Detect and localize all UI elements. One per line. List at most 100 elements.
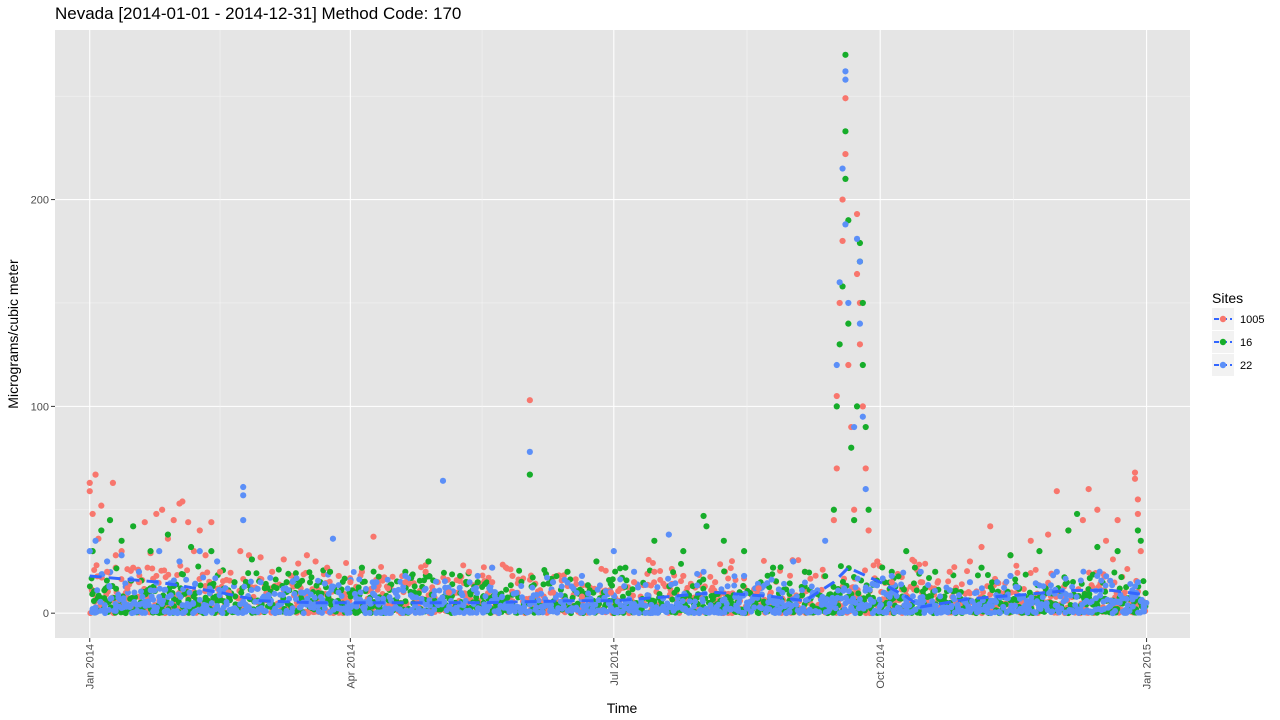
data-point-1005: [208, 519, 215, 526]
data-point-1005: [347, 579, 354, 586]
data-point-1005: [489, 579, 496, 586]
band-point-16: [895, 573, 902, 580]
band-point-16: [113, 565, 120, 572]
band-point-22: [1058, 605, 1065, 612]
band-point-22: [292, 596, 299, 603]
band-point-22: [886, 600, 893, 607]
band-point-22: [145, 598, 152, 605]
data-point-16: [118, 537, 125, 544]
band-point-22: [691, 603, 698, 610]
band-point-22: [418, 595, 425, 602]
band-point-22: [731, 573, 738, 580]
band-point-22: [876, 596, 883, 603]
data-point-22: [822, 537, 829, 544]
band-point-22: [92, 604, 99, 611]
band-point-22: [535, 597, 542, 604]
band-point-22: [138, 588, 145, 595]
data-point-22: [135, 568, 143, 575]
band-point-16: [529, 574, 536, 581]
band-point-22: [374, 595, 381, 602]
band-point-22: [751, 604, 758, 611]
band-point-22: [991, 597, 998, 604]
data-point-16: [526, 471, 533, 478]
data-point-22: [856, 258, 864, 265]
band-point-22: [585, 590, 592, 597]
data-point-22: [1007, 572, 1014, 580]
data-point-1005: [202, 552, 209, 559]
band-point-22: [1023, 597, 1030, 604]
band-point-22: [307, 591, 314, 598]
data-point-1005: [853, 210, 861, 218]
band-point-22: [162, 586, 169, 593]
band-point-22: [1037, 606, 1044, 613]
data-point-16: [932, 568, 939, 575]
band-point-22: [663, 609, 670, 616]
band-point-22: [223, 601, 230, 608]
band-point-1005: [707, 573, 714, 580]
band-point-22: [654, 584, 661, 591]
x-tick-label: Apr 2014: [345, 644, 357, 689]
band-point-22: [635, 610, 642, 617]
data-point-1005: [830, 517, 837, 524]
data-point-16: [842, 175, 849, 182]
band-point-22: [177, 594, 184, 601]
band-point-22: [533, 604, 540, 611]
band-point-22: [1068, 607, 1075, 614]
band-point-22: [356, 576, 363, 583]
band-point-22: [984, 605, 991, 612]
band-point-22: [570, 585, 577, 592]
band-point-22: [524, 608, 531, 615]
band-point-16: [913, 587, 920, 594]
band-point-1005: [204, 569, 211, 576]
data-point-16: [769, 564, 777, 571]
band-point-22: [276, 609, 283, 616]
band-point-22: [400, 587, 407, 594]
band-point-22: [932, 602, 939, 609]
band-point-16: [449, 571, 456, 578]
data-point-22: [1134, 579, 1141, 586]
band-point-22: [521, 604, 528, 611]
data-point-22: [700, 568, 707, 575]
band-point-22: [592, 601, 599, 608]
band-point-16: [590, 589, 597, 596]
data-point-22: [526, 448, 533, 455]
data-point-22: [839, 165, 846, 172]
band-point-22: [362, 585, 369, 592]
band-point-1005: [951, 564, 958, 571]
band-point-22: [994, 578, 1001, 585]
band-point-22: [1057, 593, 1064, 600]
data-point-1005: [112, 552, 119, 559]
data-point-1005: [1131, 475, 1139, 482]
band-point-1005: [862, 567, 869, 574]
plot-panel: [55, 30, 1190, 638]
data-point-22: [214, 558, 221, 565]
band-point-1005: [144, 564, 151, 571]
band-point-22: [397, 578, 404, 585]
data-point-1005: [865, 527, 872, 534]
band-point-16: [1022, 571, 1029, 578]
band-point-22: [139, 593, 146, 600]
band-point-22: [1047, 582, 1054, 589]
band-point-16: [308, 574, 315, 581]
band-point-1005: [1014, 569, 1021, 576]
band-point-16: [855, 590, 862, 597]
band-point-1005: [727, 565, 734, 572]
band-point-22: [978, 585, 985, 592]
band-point-22: [483, 607, 490, 614]
data-point-16: [622, 564, 629, 571]
band-point-1005: [795, 557, 802, 564]
data-point-1005: [842, 95, 849, 102]
data-point-1005: [946, 568, 953, 575]
band-point-22: [726, 606, 733, 613]
data-point-1005: [978, 543, 985, 551]
data-point-1005: [509, 572, 516, 580]
band-point-1005: [507, 566, 514, 573]
band-point-22: [492, 589, 499, 596]
data-point-1005: [92, 471, 99, 478]
band-point-22: [153, 604, 160, 611]
y-axis-title: Micrograms/cubic meter: [5, 259, 21, 409]
band-point-22: [595, 597, 602, 604]
band-point-22: [819, 601, 826, 608]
band-point-22: [876, 608, 883, 615]
